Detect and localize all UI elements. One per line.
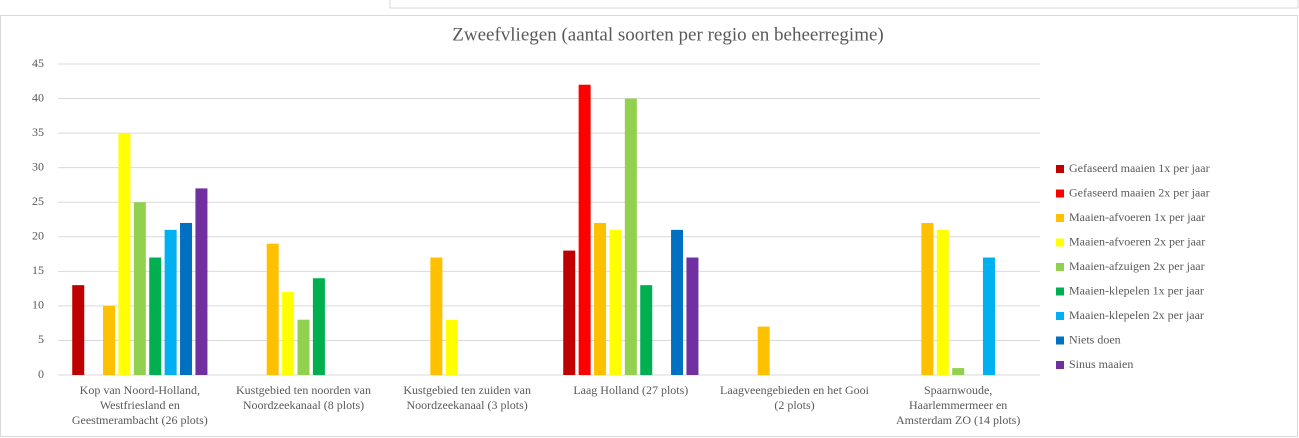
bar	[686, 257, 699, 375]
y-tick-label: 30	[32, 159, 44, 173]
x-tick-label: Laagveengebieden en het Gooi (2 plots)	[720, 383, 869, 412]
bar	[180, 222, 193, 375]
legend-swatch	[1056, 189, 1064, 198]
legend-swatch	[1056, 238, 1064, 247]
bar	[671, 229, 684, 375]
frame-top	[389, 0, 1299, 9]
legend-label: Maaien-afvoeren 1x per jaar	[1069, 210, 1205, 224]
legend-swatch	[1056, 263, 1064, 271]
legend-label: Niets doen	[1069, 332, 1121, 346]
legend-label: Gefaseerd maaien 2x per jaar	[1069, 185, 1210, 199]
bar	[312, 278, 325, 375]
y-tick-label: 0	[38, 367, 44, 381]
bar	[430, 257, 443, 375]
bar	[578, 84, 591, 375]
y-tick-label: 35	[32, 125, 44, 139]
x-tick-label: Kustgebied ten zuiden van Noordzeekanaal…	[403, 383, 531, 412]
legend-label: Maaien-klepelen 2x per jaar	[1069, 308, 1204, 322]
legend-swatch	[1056, 361, 1064, 369]
x-tick-label: Laag Holland (27 plots)	[573, 383, 689, 397]
bar	[149, 257, 162, 375]
legend-swatch	[1056, 165, 1064, 173]
chart-frame	[0, 15, 1298, 437]
legend-label: Sinus maaien	[1069, 357, 1133, 371]
y-tick-label: 45	[32, 56, 44, 70]
y-tick-label: 20	[32, 229, 44, 243]
x-tick-label: Spaarnwoude, Haarlemmermeer en Amsterdam…	[896, 383, 1021, 427]
bar	[563, 250, 576, 375]
bar	[72, 285, 85, 375]
y-tick-label: 25	[32, 194, 44, 208]
chart-title: Zweefvliegen (aantal soorten per regio e…	[452, 24, 884, 45]
bar	[640, 285, 653, 375]
bar	[982, 257, 995, 375]
bar	[118, 133, 131, 375]
y-tick-label: 5	[38, 332, 44, 346]
legend-swatch	[1056, 214, 1064, 222]
bar	[594, 222, 607, 375]
legend-label: Maaien-afzuigen 2x per jaar	[1069, 259, 1205, 273]
legend-swatch	[1056, 287, 1064, 296]
y-tick-label: 40	[32, 90, 44, 104]
bar	[921, 222, 934, 375]
x-tick-label: Kustgebied ten noorden van Noordzeekanaa…	[236, 383, 371, 412]
bar	[164, 229, 177, 375]
x-tick-label: Kop van Noord-Holland, Westfriesland en …	[71, 383, 208, 427]
bar	[609, 229, 622, 375]
bar	[624, 98, 637, 376]
legend-label: Gefaseerd maaien 1x per jaar	[1069, 161, 1210, 175]
bar	[133, 202, 146, 375]
bar	[282, 292, 295, 375]
y-tick-label: 10	[32, 298, 44, 312]
bar	[952, 368, 965, 375]
bar	[297, 319, 310, 375]
legend-label: Maaien-klepelen 1x per jaar	[1069, 283, 1204, 297]
legend-swatch	[1056, 336, 1064, 345]
y-tick-label: 15	[32, 263, 44, 277]
bar	[195, 188, 208, 375]
bar	[445, 319, 458, 375]
legend-label: Maaien-afvoeren 2x per jaar	[1069, 234, 1205, 248]
bar	[757, 326, 770, 375]
bar	[266, 243, 279, 375]
bar	[936, 229, 949, 375]
bar	[103, 305, 116, 375]
legend-swatch	[1056, 312, 1064, 320]
